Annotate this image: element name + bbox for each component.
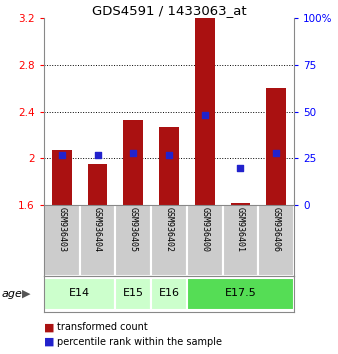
Text: age: age bbox=[2, 289, 23, 299]
Bar bbox=[123, 120, 143, 205]
Text: transformed count: transformed count bbox=[57, 322, 148, 332]
FancyBboxPatch shape bbox=[187, 205, 223, 276]
Point bbox=[238, 165, 243, 171]
Text: ▶: ▶ bbox=[22, 289, 30, 299]
Text: GSM936404: GSM936404 bbox=[93, 207, 102, 252]
Point bbox=[166, 152, 172, 158]
FancyBboxPatch shape bbox=[187, 278, 294, 310]
FancyBboxPatch shape bbox=[223, 205, 258, 276]
Bar bbox=[159, 127, 179, 205]
Point bbox=[273, 150, 279, 156]
Bar bbox=[88, 164, 107, 205]
Text: percentile rank within the sample: percentile rank within the sample bbox=[57, 337, 222, 347]
Text: GSM936401: GSM936401 bbox=[236, 207, 245, 252]
Text: GSM936405: GSM936405 bbox=[129, 207, 138, 252]
Text: GSM936400: GSM936400 bbox=[200, 207, 209, 252]
Point bbox=[95, 152, 100, 158]
Point bbox=[59, 152, 65, 158]
Point bbox=[202, 113, 208, 118]
FancyBboxPatch shape bbox=[115, 205, 151, 276]
Text: GSM936402: GSM936402 bbox=[165, 207, 173, 252]
FancyBboxPatch shape bbox=[44, 278, 115, 310]
Bar bbox=[195, 18, 215, 205]
Text: GSM936406: GSM936406 bbox=[272, 207, 281, 252]
Point bbox=[130, 150, 136, 156]
Bar bbox=[266, 88, 286, 205]
Title: GDS4591 / 1433063_at: GDS4591 / 1433063_at bbox=[92, 4, 246, 17]
FancyBboxPatch shape bbox=[151, 205, 187, 276]
Text: E17.5: E17.5 bbox=[224, 288, 256, 298]
Text: E16: E16 bbox=[159, 288, 179, 298]
FancyBboxPatch shape bbox=[80, 205, 115, 276]
FancyBboxPatch shape bbox=[115, 278, 151, 310]
FancyBboxPatch shape bbox=[258, 205, 294, 276]
Bar bbox=[52, 150, 72, 205]
Text: E15: E15 bbox=[123, 288, 144, 298]
Bar bbox=[231, 203, 250, 205]
Text: ■: ■ bbox=[44, 337, 54, 347]
FancyBboxPatch shape bbox=[151, 278, 187, 310]
Text: GSM936403: GSM936403 bbox=[57, 207, 66, 252]
Text: E14: E14 bbox=[69, 288, 90, 298]
Text: ■: ■ bbox=[44, 322, 54, 332]
FancyBboxPatch shape bbox=[44, 205, 80, 276]
